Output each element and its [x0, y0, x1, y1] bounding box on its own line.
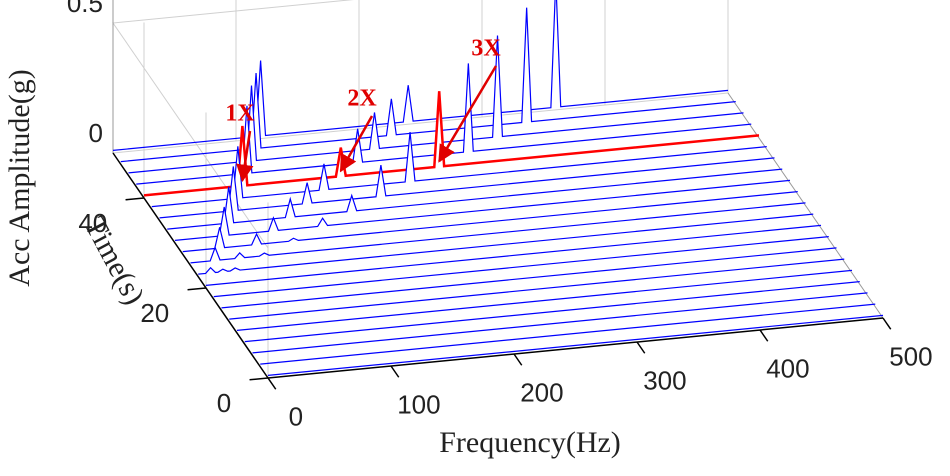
- spectrum-line: [136, 63, 752, 185]
- spectrum-line: [221, 247, 837, 309]
- annotation: 1X: [225, 101, 255, 127]
- spectrum-line: [229, 258, 845, 320]
- x-tick-label: 500: [889, 341, 932, 371]
- spectrum-line: [260, 303, 876, 365]
- spectrum-line: [174, 179, 791, 241]
- x-tick-label: 200: [520, 377, 563, 407]
- x-tick-label: 300: [643, 365, 686, 395]
- x-tick: [513, 353, 523, 366]
- y-tick: [125, 197, 145, 201]
- x-tick: [267, 377, 277, 390]
- x-tick-label: 400: [766, 353, 809, 383]
- x-tick: [882, 317, 892, 330]
- x-axis-line: [267, 317, 884, 379]
- y-tick-label: 40: [78, 208, 107, 238]
- z-axis-title: Acc Amplitude(g): [3, 69, 36, 286]
- annotation: 2X: [347, 86, 377, 112]
- spectrum-line: [267, 314, 884, 376]
- spectrum-line: [159, 157, 775, 219]
- y-tick-label: 20: [140, 298, 169, 328]
- annotation: 3X: [471, 36, 501, 62]
- spectrum-line: [252, 292, 868, 354]
- spectrum-line: [190, 202, 806, 264]
- z-tick-label: 0: [89, 118, 103, 148]
- x-tick: [390, 365, 400, 378]
- spectrum-line: [182, 191, 798, 253]
- x-axis-title: Frequency(Hz): [439, 426, 621, 459]
- x-tick: [759, 329, 769, 342]
- spectrum-line: [120, 7, 736, 163]
- spectrum-line: [213, 236, 829, 298]
- annotation-arrow: [236, 130, 254, 183]
- spectrum-line: [236, 269, 853, 331]
- annotation-arrow: [339, 115, 374, 173]
- spectrum-line: [167, 168, 783, 230]
- spectrum-line: [198, 213, 814, 275]
- y-tick: [187, 287, 207, 291]
- y-axis-line: [112, 152, 269, 379]
- z-tick-label: 0.5: [67, 0, 103, 18]
- y-tick: [249, 377, 269, 381]
- spectrum-line: [128, 35, 744, 174]
- box-edge: [727, 92, 884, 319]
- x-tick: [636, 341, 646, 354]
- annotation-arrow: [438, 65, 498, 163]
- x-tick-label: 0: [289, 401, 303, 431]
- spectrum-line: [244, 281, 860, 343]
- spectrum-line: [143, 91, 760, 197]
- y-tick-label: 0: [217, 388, 231, 418]
- spectrum-line: [112, 0, 729, 151]
- x-tick-label: 100: [397, 389, 440, 419]
- spectrum-line: [205, 224, 822, 286]
